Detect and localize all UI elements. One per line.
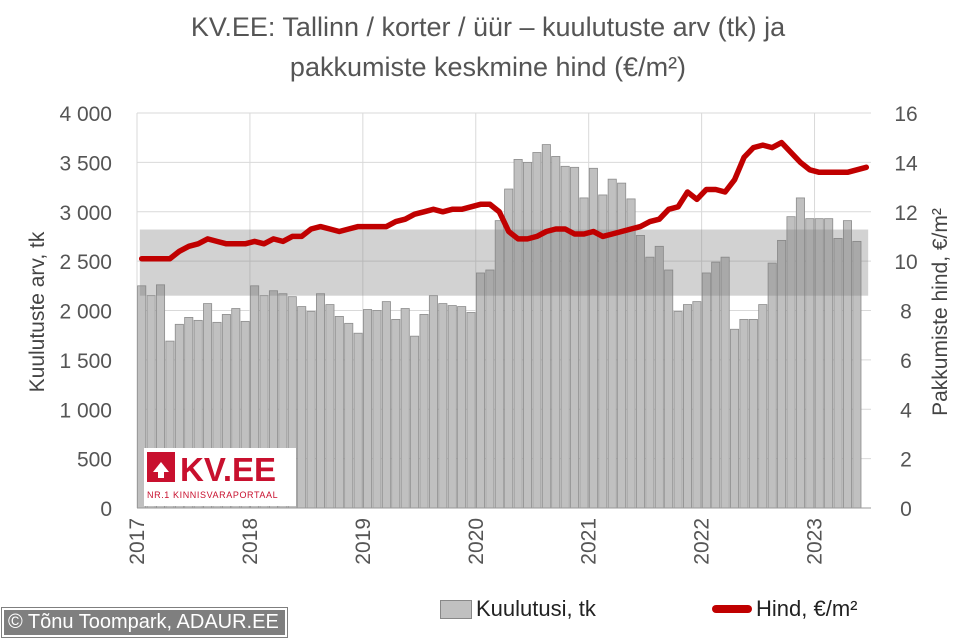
y-left-tick-label: 1 500 [59, 350, 112, 373]
bar [664, 269, 674, 509]
bar [541, 144, 551, 509]
chart-title-line1: KV.EE: Tallinn / korter / üür – kuulutus… [190, 12, 786, 42]
bar [363, 309, 373, 509]
bar [344, 322, 354, 509]
x-tick-label: 2019 [352, 518, 375, 565]
legend-bar-label: Kuulutusi, tk [476, 596, 596, 621]
x-tick-label: 2021 [578, 518, 601, 565]
y-right-tick-label: 10 [894, 251, 917, 274]
x-tick-label: 2018 [239, 518, 262, 565]
kvee-logo-graphic: KV.EE NR.1 KINNISVARAPORTAAL [147, 451, 278, 500]
logo-door-icon [158, 469, 164, 478]
bar [758, 304, 768, 509]
bar [711, 261, 721, 509]
bar [767, 262, 777, 509]
legend-line-label: Hind, €/m² [756, 596, 858, 621]
bar [372, 310, 382, 509]
bar [400, 308, 410, 509]
bar [692, 301, 702, 509]
y-left-tick-label: 4 000 [59, 103, 112, 126]
bar [428, 295, 438, 509]
bar [457, 306, 467, 509]
shaded-band [139, 229, 869, 296]
bar [325, 304, 335, 509]
legend-bars: Kuulutusi, tk [440, 596, 596, 622]
bar [748, 318, 758, 509]
bar [701, 272, 711, 509]
bar [588, 167, 598, 509]
bar [607, 178, 617, 509]
kvee-logo: KV.EE NR.1 KINNISVARAPORTAAL [144, 448, 296, 506]
y-right-tick-label: 2 [900, 449, 912, 472]
logo-roof-icon [153, 462, 169, 472]
chart-title-line2: pakkumiste keskmine hind (€/m²) [289, 52, 687, 82]
x-tick-label: 2017 [126, 518, 149, 565]
y-right-tick-label: 16 [894, 103, 917, 126]
y-axis-right-label: Pakkumiste hind, €/m² [929, 208, 952, 416]
y-left-tick-label: 3 500 [59, 152, 112, 175]
bar [523, 161, 533, 509]
y-left-tick-label: 2 500 [59, 251, 112, 274]
y-left-tick-label: 0 [100, 498, 112, 521]
bar [438, 303, 448, 509]
bar [297, 306, 307, 509]
y-right-tick-label: 14 [894, 152, 918, 175]
price-line [138, 139, 870, 262]
y-right-tick-label: 8 [900, 301, 912, 324]
y-left-tick-label: 500 [77, 449, 112, 472]
x-tick-label: 2022 [691, 518, 714, 565]
logo-text: KV.EE [180, 451, 276, 488]
bar [570, 166, 580, 509]
legend-line-swatch [712, 605, 752, 613]
bar [466, 312, 476, 509]
bar [513, 159, 523, 509]
y-right-tick-label: 4 [900, 399, 912, 422]
y-left-tick-label: 2 000 [59, 301, 112, 324]
bar [381, 301, 391, 509]
bar [485, 269, 495, 509]
bar [334, 316, 344, 509]
bar [419, 314, 429, 509]
bar [673, 311, 683, 509]
y-left-tick-label: 3 000 [59, 202, 112, 225]
bar [551, 156, 561, 509]
logo-subtext: NR.1 KINNISVARAPORTAAL [147, 490, 278, 500]
y-right-tick-label: 0 [900, 498, 912, 521]
bar [475, 272, 485, 509]
bar [353, 332, 363, 509]
y-axis-left-label: Kuulutuste arv, tk [26, 231, 49, 393]
bar [682, 304, 693, 509]
y-right-tick-label: 12 [894, 202, 917, 225]
legend-bar-swatch [440, 599, 472, 619]
bar [560, 165, 570, 509]
bar [391, 318, 401, 509]
bar [532, 152, 542, 509]
x-tick-label: 2020 [465, 518, 488, 565]
bar [306, 311, 316, 509]
bar [410, 335, 420, 509]
legend-line: Hind, €/m² [712, 596, 857, 622]
y-right-tick-label: 6 [900, 350, 912, 373]
y-left-tick-label: 1 000 [59, 399, 112, 422]
bar [739, 318, 749, 509]
copyright-badge: © Tõnu Toompark, ADAUR.EE [1, 607, 288, 638]
bar [730, 328, 740, 509]
x-tick-label: 2023 [804, 518, 827, 565]
bar [315, 293, 326, 509]
bar [447, 305, 457, 509]
